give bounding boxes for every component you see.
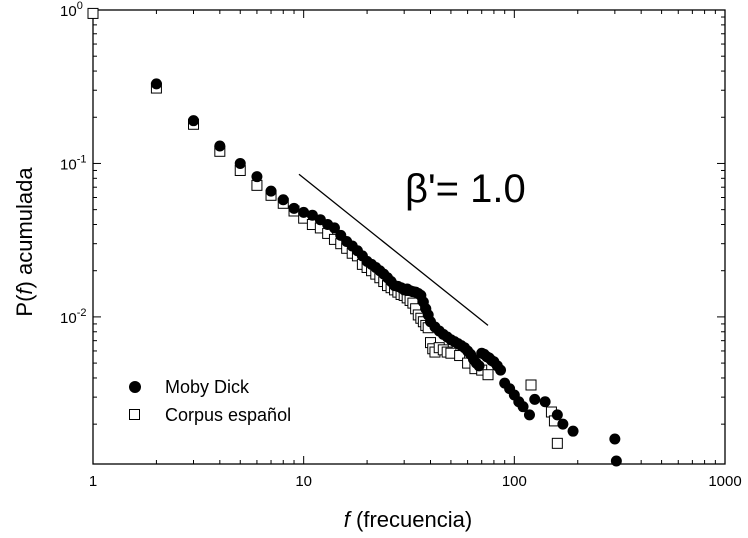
corpus-espanol-point bbox=[87, 7, 99, 19]
slope-reference-line bbox=[298, 173, 489, 326]
moby-dick-point bbox=[298, 206, 310, 218]
y-tick-label: 10-1 bbox=[60, 153, 86, 173]
tick-labels: 1 10 100 1000 100 10-1 10-2 bbox=[60, 0, 742, 490]
moby-dick-point bbox=[188, 115, 200, 127]
corpus-espanol-point bbox=[551, 437, 563, 449]
moby-dick-point bbox=[328, 222, 340, 234]
legend-marker-corpus-espanol bbox=[129, 409, 140, 420]
slope-annotation: β'= 1.0 bbox=[298, 167, 526, 326]
moby-dick-point bbox=[277, 194, 289, 206]
moby-dick-point bbox=[251, 171, 263, 183]
plot-border bbox=[92, 9, 726, 465]
moby-dick-point bbox=[473, 360, 485, 372]
x-tick-label: 100 bbox=[502, 473, 527, 490]
legend-label-moby-dick: Moby Dick bbox=[165, 377, 250, 397]
moby-dick-point bbox=[523, 409, 535, 421]
moby-dick-point bbox=[288, 202, 300, 214]
x-tick-label: 1 bbox=[89, 473, 97, 490]
slope-label: β'= 1.0 bbox=[405, 167, 526, 211]
moby-dick-point bbox=[567, 425, 579, 437]
moby-dick-point bbox=[150, 78, 162, 90]
moby-dick-point bbox=[609, 433, 621, 445]
y-tick-label: 10-2 bbox=[60, 307, 86, 327]
moby-dick-point bbox=[551, 409, 563, 421]
x-tick-label: 10 bbox=[295, 473, 312, 490]
x-tick-label: 1000 bbox=[708, 473, 741, 490]
moby-dick-point bbox=[495, 364, 507, 376]
moby-dick-point bbox=[539, 396, 551, 408]
corpus-espanol-point bbox=[525, 379, 537, 391]
data-marks bbox=[87, 7, 622, 467]
moby-dick-point bbox=[265, 185, 277, 197]
moby-dick-point bbox=[529, 393, 541, 405]
y-axis-title: P(f) acumulada bbox=[12, 167, 37, 317]
legend-label-corpus-espanol: Corpus español bbox=[165, 405, 291, 425]
plot-frame bbox=[92, 9, 726, 465]
y-tick-label: 100 bbox=[60, 0, 83, 20]
moby-dick-point bbox=[517, 401, 529, 413]
x-axis-title: f (frecuencia) bbox=[344, 507, 472, 532]
moby-dick-point bbox=[610, 455, 622, 467]
axis-ticks bbox=[92, 9, 726, 464]
moby-dick-point bbox=[234, 157, 246, 169]
moby-dick-point bbox=[557, 418, 569, 430]
legend-marker-moby-dick bbox=[129, 381, 141, 393]
corpus-espanol-point bbox=[482, 369, 494, 381]
moby-dick-point bbox=[214, 140, 226, 152]
legend: Moby Dick Corpus español bbox=[129, 377, 291, 425]
